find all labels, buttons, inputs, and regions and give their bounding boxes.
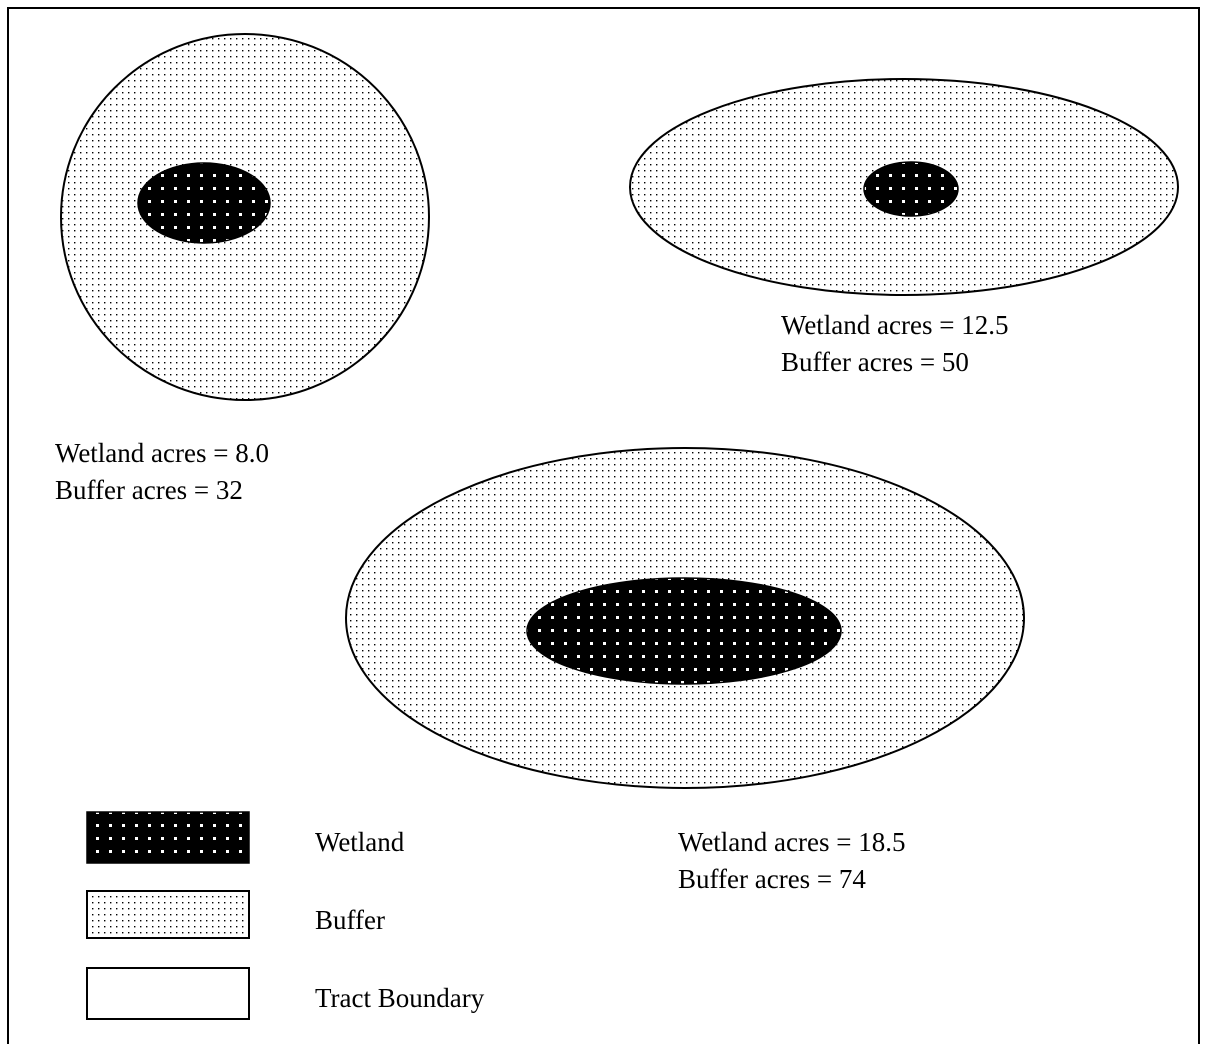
- tract-2-area-label: Wetland acres = 12.5 Buffer acres = 50: [781, 307, 1008, 381]
- tract-2-buffer-acres: Buffer acres = 50: [781, 347, 969, 377]
- legend: [86, 811, 250, 1020]
- tract-1-area-label: Wetland acres = 8.0 Buffer acres = 32: [55, 435, 269, 509]
- legend-tract-swatch: [86, 967, 250, 1020]
- legend-tract-boundary-label: Tract Boundary: [315, 983, 485, 1013]
- tract-2-wetland-acres: Wetland acres = 12.5: [781, 310, 1009, 340]
- legend-wetland-label: Wetland: [315, 827, 405, 857]
- tract-3-buffer-acres: Buffer acres = 74: [678, 864, 866, 894]
- tract-1-wetland-acres: Wetland acres = 8.0: [55, 438, 269, 468]
- tract-3-wetland: [526, 577, 842, 685]
- tract-2: [629, 78, 1179, 296]
- figure-frame: [7, 7, 1200, 1044]
- tract-1-buffer-acres: Buffer acres = 32: [55, 475, 243, 505]
- tract-1-wetland: [137, 162, 271, 244]
- tract-1: [60, 33, 430, 401]
- tract-3-area-label: Wetland acres = 18.5 Buffer acres = 74: [678, 824, 905, 898]
- tract-3-wetland-acres: Wetland acres = 18.5: [678, 827, 906, 857]
- legend-buffer-swatch: [86, 890, 250, 939]
- legend-buffer-label: Buffer: [315, 905, 385, 935]
- tract-2-wetland: [863, 161, 959, 217]
- legend-wetland-swatch: [86, 811, 250, 864]
- tract-3: [345, 447, 1025, 789]
